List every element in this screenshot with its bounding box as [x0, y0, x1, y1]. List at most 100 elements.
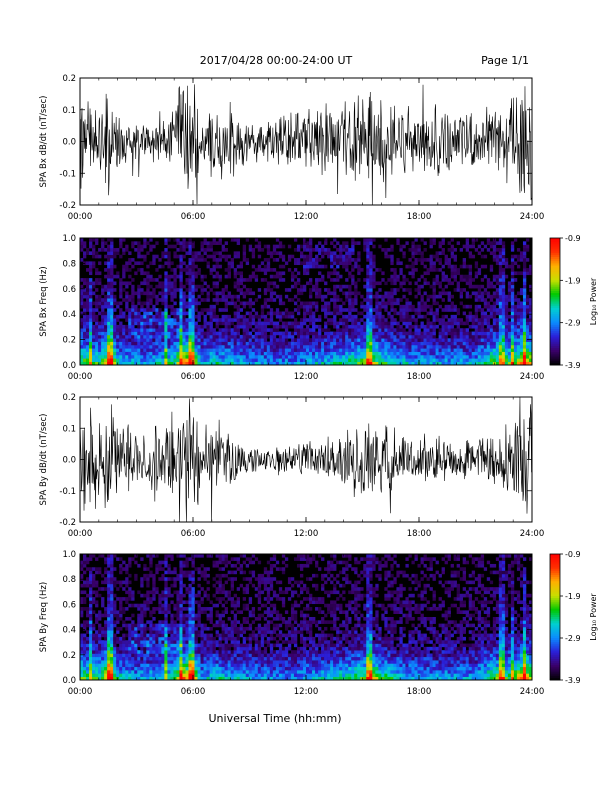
- spectrogram-cell: [484, 332, 487, 336]
- spectrogram-cell: [354, 302, 357, 306]
- spectrogram-cell: [98, 617, 101, 621]
- spectrogram-cell: [366, 298, 369, 302]
- spectrogram-cell: [237, 328, 240, 332]
- spectrogram-cell: [493, 315, 496, 319]
- spectrogram-cell: [173, 328, 176, 332]
- spectrogram-cell: [92, 610, 95, 614]
- spectrogram-cell: [188, 342, 191, 346]
- spectrogram-cell: [86, 325, 89, 329]
- spectrogram-cell: [216, 295, 219, 299]
- spectrogram-cell: [282, 315, 285, 319]
- spectrogram-cell: [195, 328, 198, 332]
- spectrogram-cell: [164, 342, 167, 346]
- spectrogram-cell: [312, 288, 315, 292]
- spectrogram-cell: [457, 268, 460, 272]
- spectrogram-cell: [231, 355, 234, 359]
- spectrogram-cell: [140, 667, 143, 671]
- spectrogram-cell: [411, 332, 414, 336]
- spectrogram-cell: [107, 305, 110, 309]
- spectrogram-cell: [384, 318, 387, 322]
- spectrogram-cell: [122, 275, 125, 279]
- spectrogram-cell: [526, 295, 529, 299]
- spectrogram-cell: [502, 245, 505, 249]
- spectrogram-cell: [204, 355, 207, 359]
- y-tick-label: 0.1: [62, 106, 76, 116]
- spectrogram-cell: [520, 345, 523, 349]
- spectrogram-cell: [243, 258, 246, 262]
- spectrogram-cell: [411, 268, 414, 272]
- spectrogram-cell: [297, 308, 300, 312]
- spectrogram-cell: [511, 248, 514, 252]
- spectrogram-cell: [164, 251, 167, 255]
- spectrogram-cell: [517, 255, 520, 259]
- spectrogram-cell: [399, 325, 402, 329]
- spectrogram-cell: [378, 345, 381, 349]
- spectrogram-cell: [282, 258, 285, 262]
- spectrogram-cell: [131, 345, 134, 349]
- spectrogram-cell: [430, 268, 433, 272]
- spectrogram-cell: [282, 348, 285, 352]
- spectrogram-cell: [204, 338, 207, 342]
- spectrogram-cell: [167, 255, 170, 259]
- spectrogram-cell: [273, 328, 276, 332]
- spectrogram-cell: [137, 667, 140, 671]
- spectrogram-cell: [421, 255, 424, 259]
- spectrogram-cell: [131, 305, 134, 309]
- spectrogram-cell: [152, 258, 155, 262]
- spectrogram-cell: [122, 355, 125, 359]
- spectrogram-cell: [502, 325, 505, 329]
- spectrogram-cell: [499, 278, 502, 282]
- spectrogram-cell: [481, 248, 484, 252]
- spectrogram-cell: [511, 261, 514, 265]
- spectrogram-cell: [387, 352, 390, 356]
- spectrogram-cell: [113, 248, 116, 252]
- spectrogram-cell: [402, 338, 405, 342]
- spectrogram-cell: [384, 352, 387, 356]
- spectrogram-cell: [381, 271, 384, 275]
- spectrogram-cell: [315, 245, 318, 249]
- spectrogram-cell: [523, 261, 526, 265]
- spectrogram-cell: [98, 281, 101, 285]
- spectrogram-cell: [399, 358, 402, 362]
- spectrogram-cell: [363, 345, 366, 349]
- spectrogram-cell: [279, 342, 282, 346]
- spectrogram-cell: [520, 358, 523, 362]
- spectrogram-cell: [511, 348, 514, 352]
- spectrogram-cell: [297, 342, 300, 346]
- spectrogram-cell: [372, 271, 375, 275]
- spectrogram-cell: [414, 318, 417, 322]
- spectrogram-cell: [408, 291, 411, 295]
- spectrogram-cell: [146, 574, 149, 578]
- spectrogram-cell: [116, 610, 119, 614]
- spectrogram-cell: [89, 238, 92, 242]
- spectrogram-cell: [381, 345, 384, 349]
- spectrogram-cell: [451, 322, 454, 326]
- spectrogram-cell: [149, 627, 152, 631]
- spectrogram-cell: [270, 342, 273, 346]
- spectrogram-cell: [523, 265, 526, 269]
- spectrogram-cell: [348, 288, 351, 292]
- spectrogram-cell: [149, 325, 152, 329]
- spectrogram-cell: [387, 315, 390, 319]
- spectrogram-cell: [270, 355, 273, 359]
- spectrogram-cell: [321, 355, 324, 359]
- spectrogram-cell: [508, 325, 511, 329]
- spectrogram-cell: [113, 660, 116, 664]
- spectrogram-cell: [104, 610, 107, 614]
- spectrogram-cell: [363, 305, 366, 309]
- spectrogram-cell: [95, 637, 98, 641]
- spectrogram-cell: [113, 275, 116, 279]
- spectrogram-cell: [496, 338, 499, 342]
- spectrogram-cell: [122, 657, 125, 661]
- spectrogram-cell: [95, 338, 98, 342]
- spectrogram-cell: [140, 302, 143, 306]
- spectrogram-cell: [366, 308, 369, 312]
- spectrogram-cell: [300, 318, 303, 322]
- spectrogram-cell: [191, 295, 194, 299]
- spectrogram-cell: [267, 355, 270, 359]
- spectrogram-cell: [207, 345, 210, 349]
- spectrogram-cell: [158, 315, 161, 319]
- spectrogram-cell: [237, 312, 240, 316]
- spectrogram-cell: [149, 352, 152, 356]
